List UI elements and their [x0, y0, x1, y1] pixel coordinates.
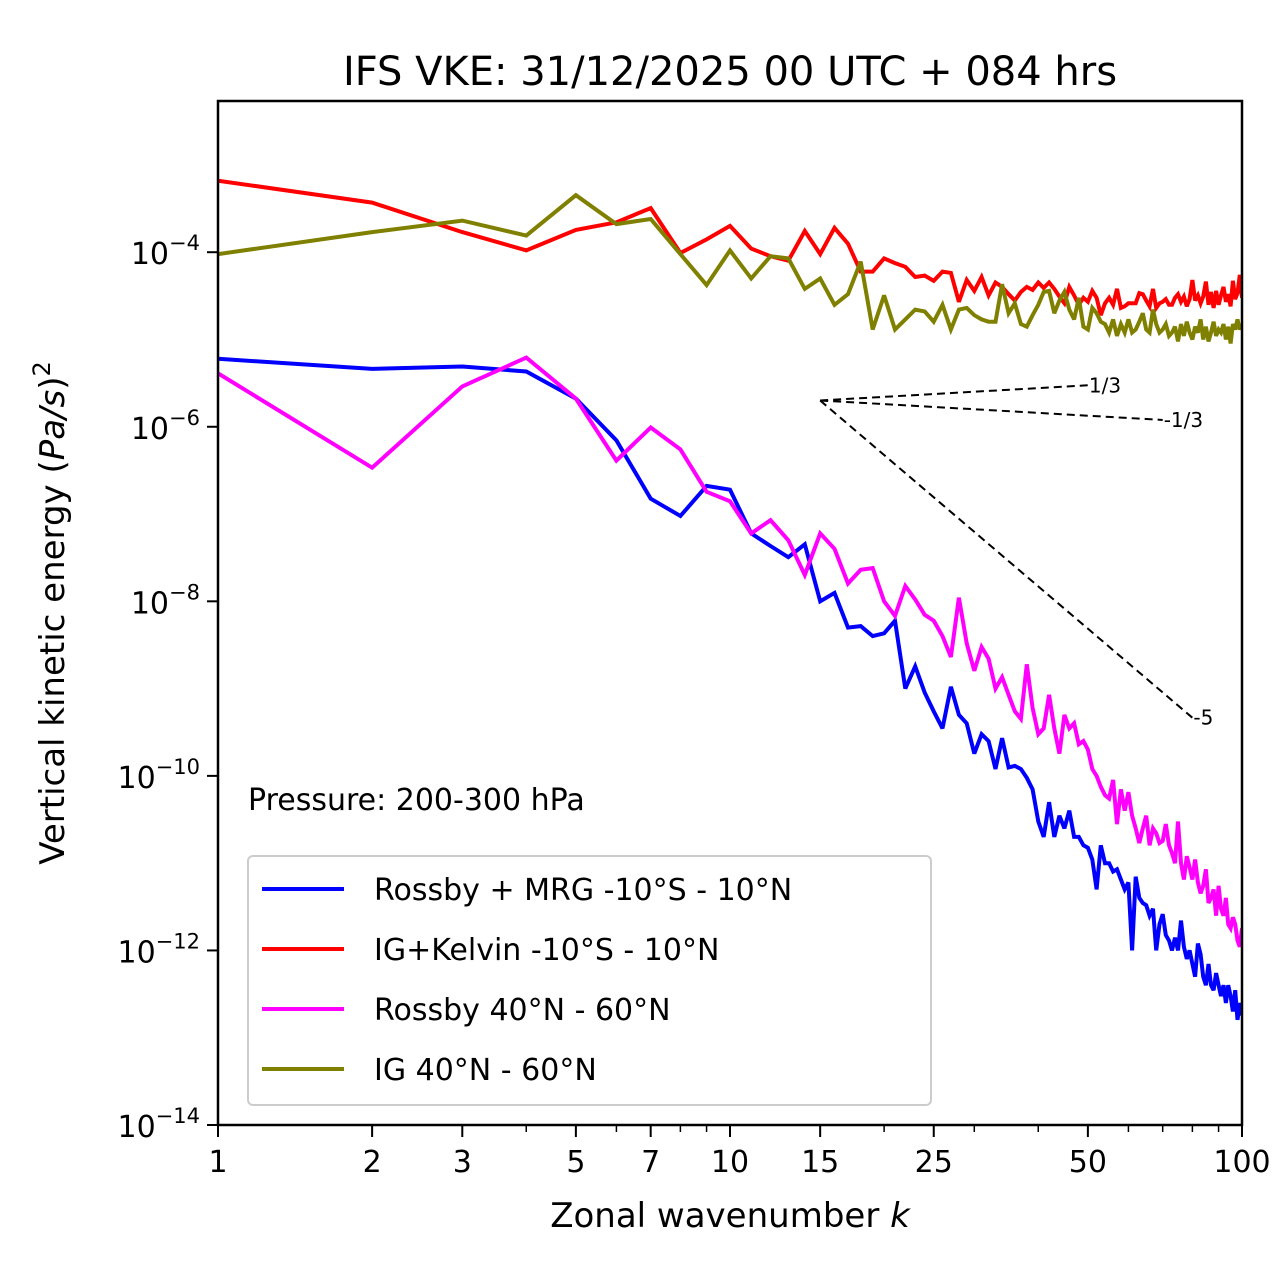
pressure-annotation: Pressure: 200-300 hPa: [248, 783, 585, 818]
x-tick-label: 2: [363, 1145, 382, 1180]
reference-slope-label-1: -1/3: [1164, 408, 1203, 432]
legend-label-2: Rossby 40°N - 60°N: [374, 993, 671, 1028]
y-axis-ticks: 10−4 10−6 10−8 10−10 10−12 10−14: [117, 231, 218, 1145]
x-tick-label: 50: [1069, 1145, 1107, 1180]
legend-label-1: IG+Kelvin -10°S - 10°N: [374, 933, 719, 968]
reference-slope-label-2: -5: [1193, 706, 1213, 730]
y-axis-label: Vertical kinetic energy (Pa/s)2: [28, 361, 73, 865]
x-tick-label: 3: [453, 1145, 472, 1180]
reference-slopes: 1/3 -1/3 -5: [819, 373, 1213, 730]
y-tick-label: 10−12: [117, 929, 200, 970]
x-tick-label: 10: [711, 1145, 749, 1180]
reference-slope-line-2: [819, 399, 1194, 719]
series-line-3: [218, 192, 1242, 344]
y-tick-label: 10−14: [117, 1104, 200, 1145]
x-tick-label: 15: [801, 1145, 839, 1180]
reference-slope-label-0: 1/3: [1089, 373, 1121, 397]
reference-slope-line-1: [820, 399, 1163, 421]
series-line-1: [218, 178, 1242, 316]
x-tick-label: 5: [566, 1145, 585, 1180]
chart-title: IFS VKE: 31/12/2025 00 UTC + 084 hrs: [343, 49, 1117, 95]
x-tick-label: 25: [915, 1145, 953, 1180]
series-line-2: [218, 355, 1242, 948]
y-axis-label-exponent: 2: [28, 361, 56, 376]
series-line-0: [218, 356, 1242, 1021]
y-tick-label: 10−10: [117, 755, 200, 796]
legend: Rossby + MRG -10°S - 10°N IG+Kelvin -10°S…: [247, 855, 932, 1106]
y-axis-label-close: ): [33, 377, 73, 390]
legend-label-3: IG 40°N - 60°N: [374, 1053, 597, 1088]
y-axis-label-unit: Pa/s: [33, 390, 73, 461]
y-tick-label: 10−8: [131, 580, 200, 621]
y-tick-label: 10−4: [131, 231, 200, 272]
x-axis-ticks: 1 2 3 5 7 10 15 25 50 100: [208, 1125, 1271, 1180]
x-axis-label-symbol: k: [890, 1196, 911, 1236]
y-axis-label-main: Vertical kinetic energy (: [33, 460, 73, 865]
legend-frame: [247, 855, 932, 1106]
x-axis-label: Zonal wavenumber k: [550, 1196, 911, 1236]
reference-slope-line-0: [820, 384, 1088, 402]
legend-label-0: Rossby + MRG -10°S - 10°N: [374, 873, 792, 908]
x-tick-label: 7: [641, 1145, 660, 1180]
x-tick-label: 1: [208, 1145, 227, 1180]
x-tick-label: 100: [1213, 1145, 1270, 1180]
y-tick-label: 10−6: [131, 406, 200, 447]
series-layer: [218, 178, 1242, 1021]
x-axis-label-main: Zonal wavenumber: [550, 1196, 890, 1236]
